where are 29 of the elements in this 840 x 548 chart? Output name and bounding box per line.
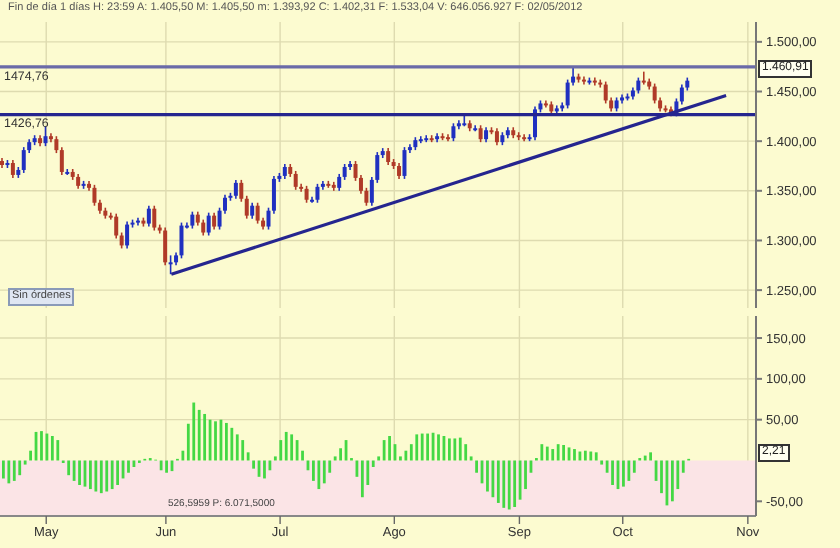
candlestick — [293, 170, 298, 191]
candlestick — [592, 76, 597, 87]
candlestick — [418, 135, 423, 144]
candlestick — [424, 134, 429, 143]
candlestick — [255, 201, 260, 225]
candlestick — [152, 204, 157, 232]
candlestick — [21, 146, 26, 174]
candlestick — [206, 211, 211, 237]
candlestick — [233, 179, 238, 200]
candlestick — [603, 80, 608, 105]
candlestick — [652, 82, 657, 105]
candlestick — [114, 212, 119, 240]
candlestick — [533, 105, 538, 141]
candlestick — [168, 254, 173, 276]
candlestick — [445, 133, 450, 142]
candlestick — [179, 221, 184, 260]
candlestick — [641, 70, 646, 86]
candlestick — [135, 216, 140, 227]
candlestick — [125, 220, 130, 250]
candlestick — [402, 146, 407, 180]
candlestick — [581, 75, 586, 86]
candlestick — [522, 133, 527, 142]
candlestick — [315, 183, 320, 204]
candlestick — [92, 184, 97, 207]
candlestick — [146, 204, 151, 228]
candlestick — [679, 83, 684, 106]
candlestick — [43, 125, 48, 147]
candlestick — [543, 99, 548, 109]
candlestick — [163, 226, 168, 267]
